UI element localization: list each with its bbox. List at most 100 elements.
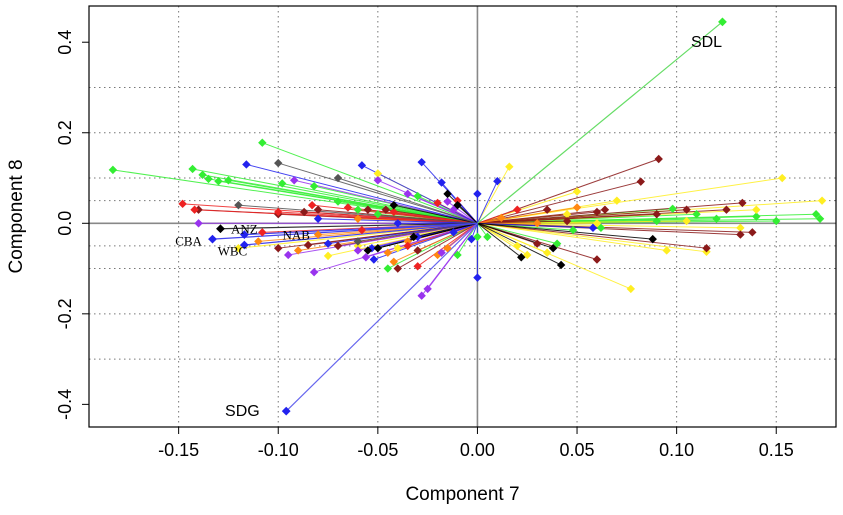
data-point — [216, 224, 225, 234]
data-point — [234, 243, 243, 253]
data-point — [562, 216, 572, 226]
x-tick-label: -0.10 — [258, 440, 299, 460]
data-point — [307, 200, 317, 210]
vector-line — [457, 204, 478, 224]
data-point — [423, 284, 432, 294]
data-point — [692, 210, 701, 219]
x-tick-label: 0.10 — [659, 440, 694, 460]
vector-line — [477, 222, 667, 251]
data-point — [592, 255, 602, 264]
data-point — [453, 200, 462, 210]
data-point — [393, 243, 402, 253]
vector-line — [477, 211, 598, 224]
vector-line — [393, 222, 478, 263]
vector-line — [477, 222, 741, 229]
vector-line — [447, 201, 478, 224]
data-point — [367, 243, 377, 253]
vector-line — [477, 166, 510, 224]
data-point — [712, 214, 721, 223]
data-point — [108, 165, 118, 175]
y-axis-ticks: -0.4 -0.2 0.0 0.2 0.4 — [55, 30, 89, 420]
vector-line — [407, 193, 478, 224]
vector-line — [477, 222, 522, 258]
data-point — [274, 207, 283, 217]
data-point — [467, 234, 476, 244]
data-point — [572, 187, 582, 196]
data-point — [443, 189, 452, 199]
data-point — [533, 239, 542, 248]
data-point — [284, 250, 293, 260]
vector-line — [220, 222, 478, 230]
x-tick-label: -0.05 — [357, 440, 398, 460]
data-point — [353, 214, 363, 223]
data-point — [443, 243, 452, 253]
data-point — [736, 230, 745, 239]
data-point — [214, 176, 223, 186]
data-point — [293, 246, 303, 255]
data-point — [636, 177, 645, 186]
data-point — [722, 205, 731, 214]
data-point — [588, 223, 598, 233]
data-point — [596, 223, 606, 233]
data-point — [413, 262, 422, 271]
data-point — [572, 203, 582, 212]
data-point — [473, 232, 482, 242]
x-axis-ticks: -0.15 -0.10 -0.05 0.00 0.05 0.10 0.15 — [158, 427, 794, 460]
vector-line — [357, 222, 478, 242]
data-point — [299, 207, 309, 217]
data-point — [652, 216, 661, 226]
data-point — [752, 212, 761, 221]
y-tick-label: -0.4 — [55, 389, 75, 420]
vector-line — [397, 222, 478, 269]
data-point — [682, 205, 691, 214]
data-point — [343, 203, 353, 212]
data-point — [443, 197, 452, 206]
point-label: CBA — [175, 233, 202, 248]
point-label: WBC — [218, 243, 248, 258]
data-point — [204, 174, 213, 184]
vector-line — [192, 168, 478, 224]
data-point — [313, 230, 323, 239]
data-point — [738, 198, 747, 208]
data-point — [381, 205, 391, 214]
x-tick-label: 0.05 — [560, 440, 595, 460]
x-tick-label: 0.00 — [460, 440, 495, 460]
vector-line — [477, 202, 743, 224]
x-axis-label: Component 7 — [405, 484, 519, 505]
data-point — [309, 267, 319, 277]
y-tick-label: 0.2 — [55, 120, 75, 145]
data-point — [363, 205, 373, 214]
data-point — [239, 230, 249, 240]
vector-line — [294, 179, 478, 224]
vector-lines — [112, 21, 823, 412]
vector-line — [441, 182, 478, 224]
data-point — [309, 181, 319, 191]
x-tick-label: 0.15 — [759, 440, 794, 460]
data-point — [648, 234, 657, 244]
y-tick-label: 0.4 — [55, 30, 75, 55]
vector-line — [427, 222, 478, 290]
vector-line — [477, 222, 528, 256]
data-point — [815, 214, 825, 223]
data-point — [473, 189, 482, 199]
data-point — [403, 237, 412, 246]
point-label: ANZ — [231, 222, 258, 237]
data-point — [552, 239, 562, 248]
point-label: SDL — [691, 34, 722, 51]
data-point — [592, 207, 602, 217]
data-point — [224, 176, 233, 185]
data-point — [373, 210, 383, 219]
data-point — [556, 260, 566, 270]
data-point — [417, 291, 426, 300]
data-point — [403, 189, 412, 199]
data-point — [383, 248, 392, 257]
data-point — [313, 214, 323, 223]
vector-line — [228, 179, 478, 224]
vector-line — [477, 222, 558, 245]
data-point — [652, 210, 661, 219]
data-point — [662, 246, 671, 255]
y-tick-label: -0.2 — [55, 298, 75, 329]
data-point — [357, 161, 367, 170]
data-point — [493, 176, 502, 186]
data-point — [772, 216, 781, 226]
